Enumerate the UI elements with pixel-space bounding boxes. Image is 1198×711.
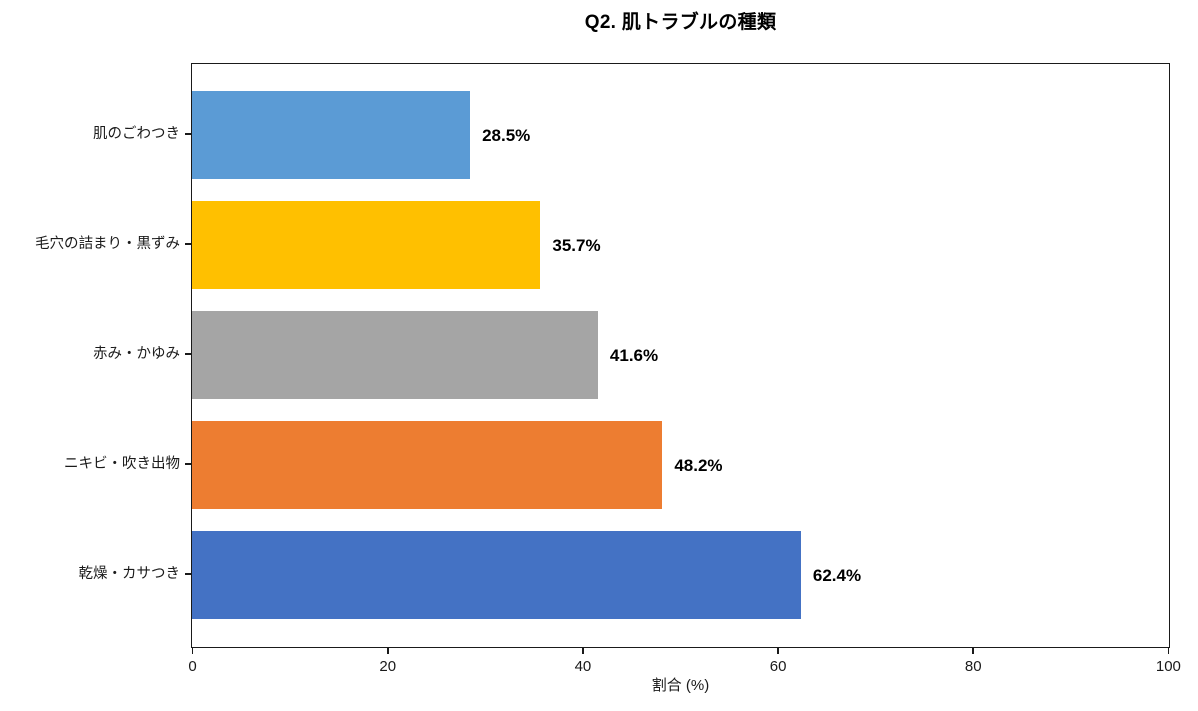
y-tick-mark — [185, 573, 191, 575]
y-tick-mark — [185, 353, 191, 355]
y-tick-mark — [185, 133, 191, 135]
bar-3 — [192, 311, 598, 399]
bar-4 — [192, 421, 663, 509]
y-tick-label: 毛穴の詰まり・黒ずみ — [35, 236, 180, 252]
x-axis-label: 割合 (%) — [651, 677, 710, 694]
x-tick-mark — [972, 648, 975, 654]
bar-1 — [192, 91, 471, 179]
y-tick-label: 赤み・かゆみ — [93, 346, 180, 362]
x-tick-mark — [1167, 648, 1170, 654]
bar-value-label: 28.5% — [482, 126, 531, 145]
bar-5 — [192, 531, 801, 619]
bar-value-label: 62.4% — [812, 566, 862, 585]
x-tick-label: 40 — [574, 658, 592, 675]
plot-area: 28.5% 35.7% 41.6% 48.2% 62.4% — [191, 63, 1170, 648]
y-tick-label: ニキビ・吹き出物 — [64, 456, 180, 472]
x-tick-mark — [386, 648, 389, 654]
x-tick-label: 60 — [769, 658, 787, 675]
bar-value-label: 48.2% — [674, 456, 723, 475]
x-tick-label: 80 — [964, 658, 982, 675]
x-tick-label: 0 — [188, 658, 197, 675]
x-tick-label: 100 — [1155, 658, 1181, 675]
bar-value-label: 35.7% — [552, 236, 601, 255]
y-tick-label: 肌のごわつき — [93, 126, 180, 142]
chart-title: Q2. 肌トラブルの種類 — [584, 12, 777, 33]
x-tick-label: 20 — [379, 658, 397, 675]
bar-value-label: 41.6% — [609, 346, 659, 365]
y-tick-mark — [185, 243, 191, 245]
x-tick-mark — [777, 648, 779, 654]
bar-2 — [192, 201, 541, 289]
x-tick-mark — [582, 648, 584, 654]
y-tick-label: 乾燥・カサつき — [78, 566, 181, 582]
x-tick-mark — [191, 648, 194, 654]
y-tick-mark — [185, 463, 191, 465]
